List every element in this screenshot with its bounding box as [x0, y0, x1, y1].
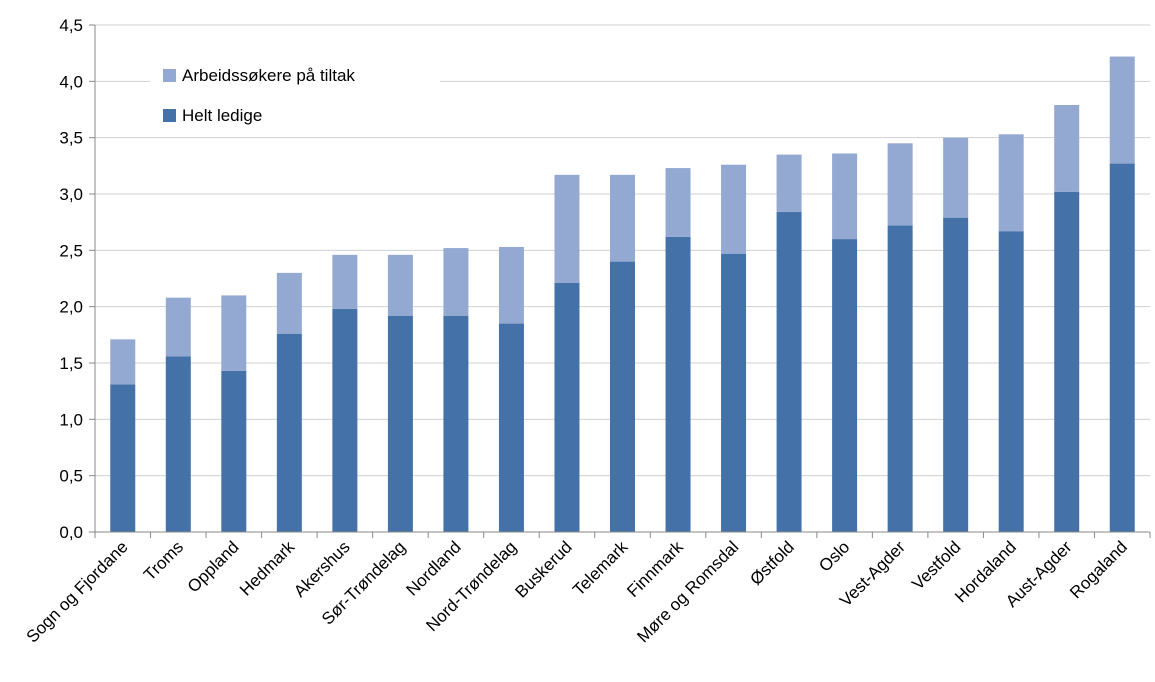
- bar-segment: [498, 323, 524, 532]
- legend-label: Arbeidssøkere på tiltak: [182, 66, 355, 85]
- bar-segment: [165, 356, 191, 532]
- bar-segment: [610, 261, 635, 532]
- bar-segment: [332, 254, 358, 309]
- bar-segment: [332, 308, 358, 532]
- bar-segment: [998, 134, 1024, 232]
- x-tick-label: Hedmark: [236, 537, 299, 600]
- bar-segment: [498, 246, 524, 324]
- y-tick-label: 0,0: [59, 523, 83, 542]
- bar-segment: [832, 239, 858, 533]
- bar-segment: [1054, 104, 1080, 192]
- x-axis-tick-labels: Sogn og Fjordane TromsOpplandHedmarkAkers…: [23, 537, 1131, 646]
- x-tick-label: Rogaland: [1066, 537, 1131, 602]
- bar-segment: [443, 248, 469, 316]
- bar-segment: [887, 225, 913, 532]
- x-tick-label: Telemark: [569, 537, 632, 600]
- bar-segment: [443, 315, 469, 532]
- bar-segment: [276, 333, 302, 532]
- bar-segment: [554, 283, 580, 532]
- y-tick-label: 4,5: [59, 16, 83, 35]
- bar-segment: [776, 154, 802, 213]
- bar-segment: [110, 339, 136, 385]
- bar-segment: [832, 153, 858, 240]
- bar-segment: [776, 212, 802, 532]
- bar-segment: [1054, 191, 1080, 532]
- bar-segment: [1109, 56, 1135, 164]
- x-tick-label: Sogn og Fjordane: [23, 537, 132, 646]
- bar-segment: [1109, 163, 1135, 532]
- bar-segment: [721, 253, 747, 533]
- x-tick-label: Oslo: [815, 537, 853, 575]
- bar-segment: [110, 384, 136, 532]
- legend-swatch: [163, 69, 176, 82]
- bar-segment: [610, 174, 635, 262]
- bar-segment: [387, 315, 413, 532]
- legend-swatch: [163, 109, 176, 122]
- x-tick-label: Østfold: [746, 537, 798, 589]
- x-tick-label: Buskerud: [512, 537, 576, 601]
- y-tick-label: 0,5: [59, 467, 83, 486]
- y-axis-tick-labels: 0,0 0,5 1,0 1,5 2,0 2,5 3,0 3,5 4,0 4,5: [59, 16, 83, 542]
- x-tick-label: Troms: [140, 537, 187, 584]
- bar-segment: [943, 217, 969, 532]
- y-tick-label: 3,5: [59, 129, 83, 148]
- y-tick-label: 3,0: [59, 185, 83, 204]
- x-tick-label: Vestfold: [908, 537, 964, 593]
- bar-segment: [665, 236, 691, 532]
- bar-segment: [165, 297, 191, 357]
- bar-segment: [387, 254, 413, 316]
- legend-label: Helt ledige: [182, 106, 262, 125]
- bar-segment: [554, 174, 580, 284]
- x-tick-label: Møre og Romsdal: [633, 537, 742, 646]
- y-tick-label: 1,5: [59, 354, 83, 373]
- x-tick-label: Oppland: [184, 537, 243, 596]
- legend-background: [150, 52, 440, 130]
- bar-segment: [665, 168, 691, 237]
- y-tick-label: 2,5: [59, 241, 83, 260]
- y-tick-label: 2,0: [59, 298, 83, 317]
- bar-segment: [276, 272, 302, 334]
- axes: [89, 24, 1151, 538]
- y-tick-label: 4,0: [59, 72, 83, 91]
- bar-segment: [221, 370, 247, 532]
- bar-segment: [221, 295, 247, 371]
- bar-segment: [943, 137, 969, 218]
- bar-segment: [998, 231, 1024, 532]
- y-tick-label: 1,0: [59, 410, 83, 429]
- bars: [110, 56, 1135, 533]
- legend: Arbeidssøkere på tiltak Helt ledige: [150, 52, 440, 130]
- bar-segment: [887, 143, 913, 226]
- bar-segment: [721, 164, 747, 254]
